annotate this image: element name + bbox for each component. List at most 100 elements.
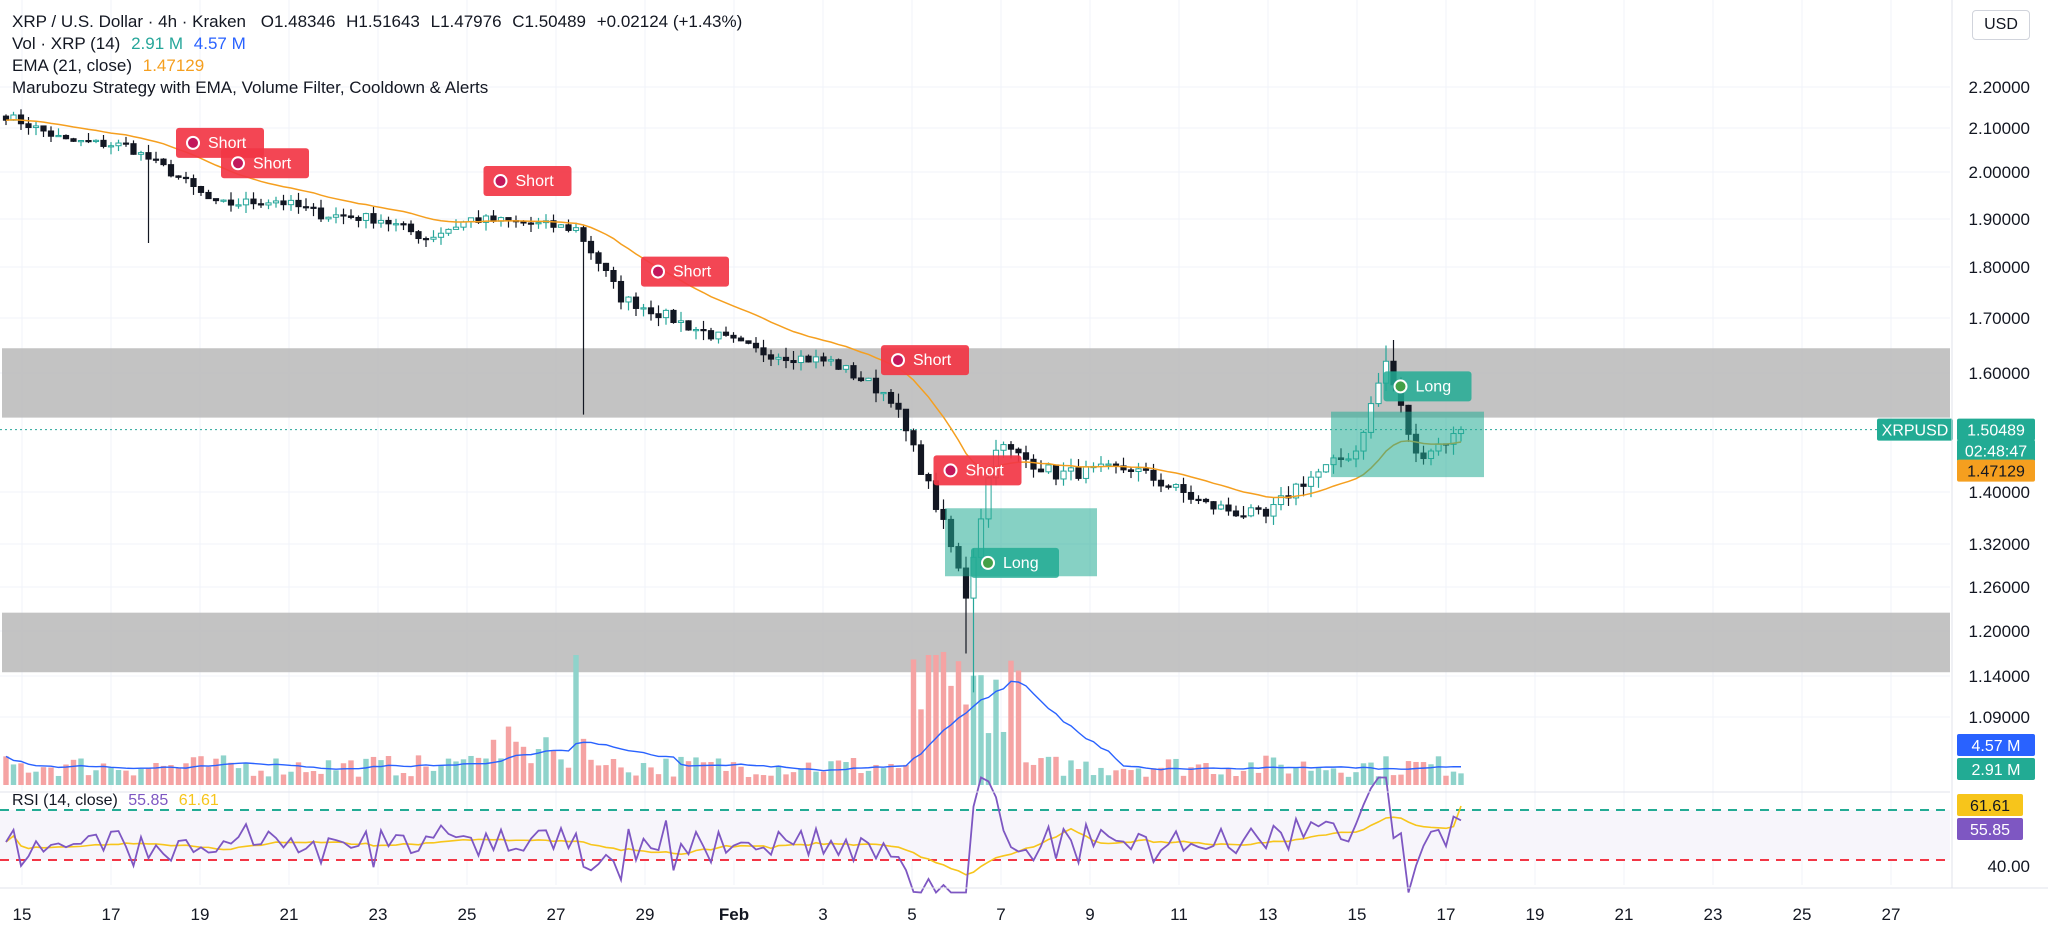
price-tick-label: 1.90000 — [1969, 210, 2030, 229]
volume-bar — [558, 759, 564, 785]
candle — [452, 219, 460, 230]
time-tick-label: 23 — [1704, 905, 1723, 924]
volume-bar — [228, 762, 234, 785]
candle — [700, 320, 707, 341]
signal-box — [971, 547, 1059, 578]
candle — [347, 209, 355, 220]
volume-bar — [858, 773, 864, 785]
support-resistance-zone — [2, 348, 1950, 418]
candle-body — [925, 473, 932, 482]
candle-body — [437, 232, 445, 238]
candle — [580, 225, 587, 415]
volume-bar — [303, 772, 309, 785]
candle — [160, 158, 167, 167]
time-tick-label: 25 — [1793, 905, 1812, 924]
candle-body — [625, 296, 632, 303]
volume-bar — [1398, 774, 1404, 785]
candle-body — [587, 240, 595, 254]
signal-box — [1383, 371, 1472, 402]
candle — [812, 349, 820, 369]
candle — [625, 296, 632, 311]
time-tick-label: 21 — [280, 905, 299, 924]
volume-bar — [985, 733, 992, 785]
volume-bar — [520, 746, 527, 785]
price-tag-box — [1957, 818, 2023, 840]
price-tag-box — [1877, 418, 1953, 441]
volume-bar — [1390, 775, 1397, 785]
volume-bar — [498, 758, 504, 785]
candle-body — [895, 402, 902, 410]
ema-label: EMA (21, close) — [12, 56, 132, 75]
volume-bar — [618, 767, 624, 785]
volume-bar — [138, 768, 144, 785]
volume-bar — [1383, 756, 1389, 785]
volume-bar — [1420, 762, 1427, 785]
candle-body — [1015, 448, 1022, 454]
volume-bar — [805, 762, 812, 785]
candle — [820, 352, 827, 367]
volume-bar — [565, 767, 572, 785]
candle-body — [1127, 469, 1135, 472]
candle — [257, 198, 265, 208]
candle — [220, 199, 227, 203]
candle — [25, 116, 32, 135]
candle-body — [797, 355, 805, 364]
volume-bar — [963, 704, 969, 785]
volume-bar — [400, 773, 407, 785]
volume-bar — [1345, 776, 1352, 785]
volume-bar — [663, 758, 669, 785]
signal-text: Short — [516, 173, 555, 190]
candle-body — [565, 224, 572, 231]
price-tick-label: 1.32000 — [1969, 535, 2030, 554]
volume-bar — [430, 770, 437, 785]
volume-bar — [850, 758, 857, 785]
time-tick-label: 15 — [1348, 905, 1367, 924]
candle — [865, 377, 872, 382]
candle — [692, 326, 700, 340]
candle-body — [595, 252, 602, 264]
time-tick-label: 17 — [1437, 905, 1456, 924]
candle — [1277, 487, 1285, 511]
price-tag-box — [1957, 734, 2035, 756]
candle-body — [445, 228, 452, 234]
volume-bar — [273, 758, 279, 785]
candle — [910, 428, 917, 452]
candle-body — [272, 200, 280, 204]
volume-bar — [1330, 768, 1337, 785]
price-tag-box — [1957, 459, 2035, 482]
candle-body — [835, 359, 842, 370]
volume-bar — [40, 767, 47, 785]
short-signal-label: Short — [641, 256, 729, 287]
candle-body — [115, 142, 122, 147]
price-tag-box — [1957, 794, 2023, 816]
volume-bar — [1323, 770, 1329, 785]
candle-body — [257, 203, 265, 206]
candle — [895, 393, 902, 418]
volume-bar — [415, 755, 422, 785]
volume-bar — [610, 758, 617, 785]
candle-body — [1030, 458, 1037, 470]
candle-body — [685, 320, 692, 331]
candle — [370, 206, 377, 229]
candle — [325, 216, 332, 222]
candle — [235, 198, 242, 209]
candle — [835, 358, 842, 370]
candle — [872, 369, 880, 403]
volume-bar — [408, 776, 414, 785]
candle — [850, 362, 857, 381]
candle-body — [1045, 464, 1052, 473]
candle — [670, 308, 677, 324]
price-tick-label: 1.80000 — [1969, 258, 2030, 277]
volume-bar — [1255, 772, 1262, 785]
candle-body — [752, 342, 760, 349]
volume-bar — [1315, 767, 1322, 785]
volume-tag: 2.91 M — [1957, 758, 2035, 780]
candle-body — [92, 139, 100, 143]
candle — [602, 262, 610, 277]
candle-body — [535, 222, 542, 225]
candle — [1075, 459, 1082, 481]
candle-body — [1210, 501, 1217, 510]
candle-body — [760, 347, 767, 356]
currency-button[interactable]: USD — [1972, 10, 2030, 40]
